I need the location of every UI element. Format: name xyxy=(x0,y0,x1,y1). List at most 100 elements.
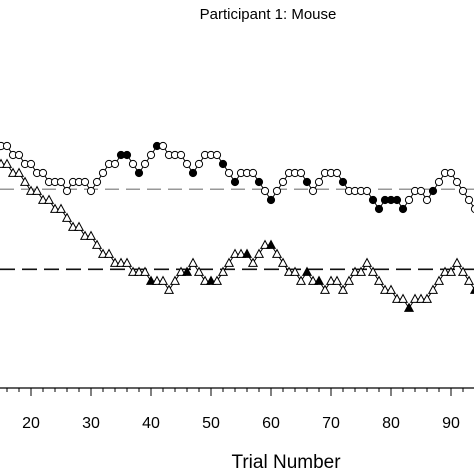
data-point xyxy=(19,176,31,186)
data-point xyxy=(433,275,445,285)
data-point xyxy=(128,159,138,169)
data-point xyxy=(37,194,49,204)
data-point xyxy=(187,257,199,267)
data-point xyxy=(313,275,325,285)
data-point xyxy=(85,230,97,240)
data-point xyxy=(308,186,318,196)
data-point xyxy=(31,185,43,195)
data-point xyxy=(319,284,331,294)
data-point xyxy=(133,266,145,276)
data-point xyxy=(368,195,378,205)
data-point xyxy=(139,266,151,276)
data-point xyxy=(457,266,469,276)
data-point xyxy=(439,266,451,276)
data-point xyxy=(212,150,222,160)
data-point xyxy=(188,168,198,178)
data-point xyxy=(379,284,391,294)
data-point xyxy=(416,186,426,196)
data-point xyxy=(428,186,438,196)
data-point xyxy=(115,257,127,267)
data-point xyxy=(463,275,474,285)
data-point xyxy=(301,266,313,276)
data-point xyxy=(62,186,72,196)
chart-title: Participant 1: Mouse xyxy=(200,6,337,23)
data-point xyxy=(38,168,48,178)
data-point xyxy=(110,159,120,169)
data-point xyxy=(271,248,283,258)
data-point xyxy=(464,195,474,205)
data-point xyxy=(289,266,301,276)
data-point xyxy=(338,177,348,187)
data-point xyxy=(97,248,109,258)
data-point xyxy=(415,293,427,303)
data-point xyxy=(199,275,211,285)
data-point xyxy=(470,205,474,213)
data-point xyxy=(397,293,409,303)
data-point xyxy=(272,186,282,196)
data-point xyxy=(247,257,259,267)
data-point xyxy=(451,257,463,267)
data-point xyxy=(134,168,144,178)
data-point xyxy=(391,293,403,303)
reference-lines xyxy=(0,188,474,271)
data-point xyxy=(302,177,312,187)
data-point xyxy=(140,159,150,169)
x-axis: 20 30 40 50 60 70 80 90 xyxy=(0,387,474,432)
data-point xyxy=(421,293,433,303)
data-point xyxy=(355,266,367,276)
data-point xyxy=(230,177,240,187)
data-point xyxy=(176,150,186,160)
data-point xyxy=(218,159,228,169)
data-point xyxy=(446,168,456,178)
data-point xyxy=(91,239,103,249)
data-point xyxy=(409,293,421,303)
data-point xyxy=(398,204,408,214)
data-point xyxy=(296,168,306,178)
data-point xyxy=(193,266,205,276)
series-triangle xyxy=(0,158,474,312)
data-point xyxy=(217,266,229,276)
data-point xyxy=(277,257,289,267)
data-point xyxy=(325,275,337,285)
data-point xyxy=(211,275,223,285)
data-point xyxy=(367,266,379,276)
data-point xyxy=(266,195,276,205)
data-point xyxy=(452,177,462,187)
data-point xyxy=(14,150,24,160)
data-point xyxy=(241,248,253,258)
data-point xyxy=(373,275,385,285)
data-point xyxy=(182,159,192,169)
data-point xyxy=(374,204,384,214)
data-point xyxy=(109,257,121,267)
data-point xyxy=(2,141,12,151)
x-tick-label: 90 xyxy=(442,415,460,432)
data-point xyxy=(80,177,90,187)
data-point xyxy=(61,212,73,222)
data-point xyxy=(362,186,372,196)
data-point xyxy=(223,257,235,267)
data-point xyxy=(157,275,169,285)
data-point xyxy=(404,195,414,205)
x-tick-label: 60 xyxy=(262,415,280,432)
data-point xyxy=(67,221,79,231)
data-point xyxy=(392,195,402,205)
data-point xyxy=(151,275,163,285)
data-point xyxy=(385,284,397,294)
series-layer xyxy=(0,141,474,312)
x-tick-label: 30 xyxy=(82,415,100,432)
data-point xyxy=(259,239,271,249)
data-point xyxy=(260,186,270,196)
data-point xyxy=(458,186,468,196)
x-axis-label: Trial Number xyxy=(231,452,341,473)
data-point xyxy=(169,275,181,285)
data-point xyxy=(278,177,288,187)
x-tick-label: 20 xyxy=(22,415,40,432)
data-point xyxy=(349,266,361,276)
data-point xyxy=(43,194,55,204)
data-point xyxy=(163,284,175,294)
data-point xyxy=(332,168,342,178)
data-point xyxy=(469,286,474,294)
data-point xyxy=(73,221,85,231)
data-point xyxy=(103,248,115,258)
